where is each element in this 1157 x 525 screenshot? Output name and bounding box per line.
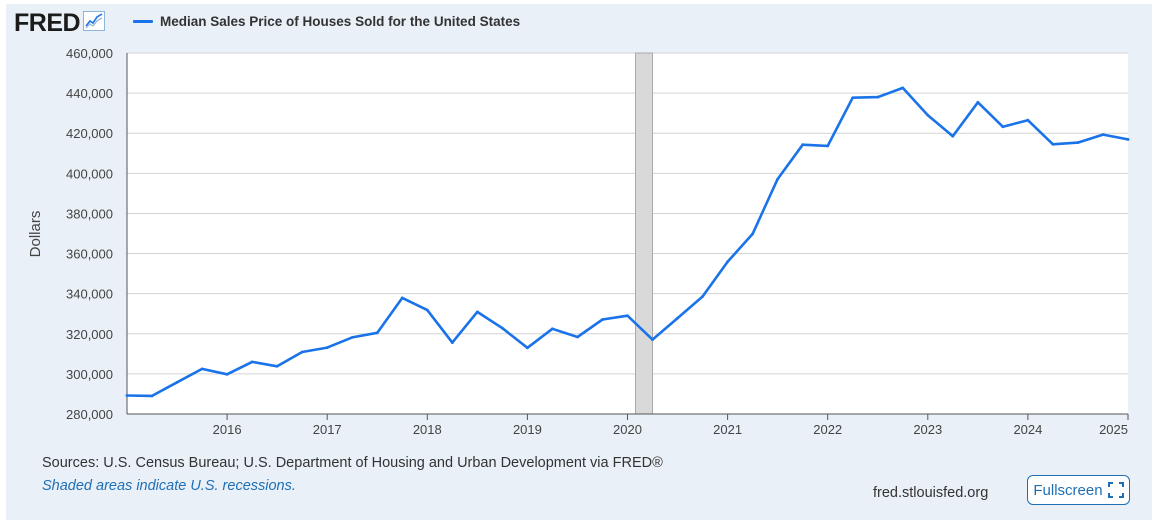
data-point <box>350 335 354 339</box>
data-point <box>300 350 304 354</box>
x-tick-label: 2025 <box>1099 422 1128 437</box>
data-point <box>275 364 279 368</box>
data-point <box>500 326 504 330</box>
legend-swatch <box>133 20 153 23</box>
data-point <box>701 295 704 298</box>
data-point <box>1001 125 1005 129</box>
y-tick-label: 360,000 <box>66 247 113 262</box>
y-tick-label: 300,000 <box>66 367 113 382</box>
x-tick-label: 2017 <box>313 422 342 437</box>
data-point <box>651 338 654 341</box>
data-point <box>626 314 629 318</box>
site-url[interactable]: fred.stlouisfed.org <box>873 485 989 501</box>
recession-shade <box>635 52 654 415</box>
y-tick-label: 460,000 <box>66 46 113 61</box>
x-tick-label: 2018 <box>413 422 442 437</box>
data-point <box>851 96 855 100</box>
data-point <box>1126 138 1130 141</box>
data-point <box>250 360 254 364</box>
sources-text: Sources: U.S. Census Bureau; U.S. Depart… <box>42 455 663 471</box>
data-point <box>776 177 780 181</box>
x-tick-label: 2019 <box>513 422 542 437</box>
data-point <box>125 394 129 397</box>
data-point <box>676 316 679 320</box>
data-point <box>751 232 755 236</box>
data-point <box>576 335 579 339</box>
data-point <box>400 296 404 300</box>
data-point <box>601 318 604 321</box>
legend-series-label: Median Sales Price of Houses Sold for th… <box>160 14 521 29</box>
y-axis-label: Dollars <box>27 211 44 258</box>
fullscreen-button[interactable]: Fullscreen <box>1027 475 1130 505</box>
y-tick-label: 400,000 <box>66 166 113 181</box>
x-tick-label: 2022 <box>813 422 842 437</box>
data-point <box>425 308 429 312</box>
line-graph-icon <box>83 11 106 36</box>
y-tick-label: 280,000 <box>66 407 113 422</box>
y-tick-label: 340,000 <box>66 287 113 302</box>
x-tick-label: 2021 <box>713 422 742 437</box>
data-point <box>150 394 154 398</box>
data-point <box>1076 141 1080 145</box>
data-point <box>450 341 454 345</box>
data-point <box>551 327 554 331</box>
data-point <box>1101 133 1105 137</box>
fred-logo[interactable]: FRED <box>14 9 106 38</box>
data-point <box>1051 142 1055 146</box>
data-point <box>526 346 529 350</box>
data-point <box>876 95 880 99</box>
x-tick-label: 2023 <box>913 422 942 437</box>
data-point <box>375 331 379 335</box>
y-tick-label: 440,000 <box>66 86 113 101</box>
plot-area <box>127 53 1128 414</box>
data-point <box>901 86 905 90</box>
x-tick-label: 2024 <box>1013 422 1042 437</box>
data-point <box>951 134 955 138</box>
data-point <box>1026 118 1030 122</box>
x-tick-label: 2020 <box>613 422 642 437</box>
chart-legend: Median Sales Price of Houses Sold for th… <box>133 14 520 29</box>
data-point <box>200 367 204 371</box>
y-tick-label: 320,000 <box>66 327 113 342</box>
data-point <box>325 346 329 350</box>
fullscreen-icon <box>1107 482 1124 498</box>
fred-logo-text: FRED <box>14 9 81 37</box>
y-tick-label: 420,000 <box>66 126 113 141</box>
x-tick-label: 2016 <box>213 422 242 437</box>
data-point <box>801 143 805 147</box>
recession-note: Shaded areas indicate U.S. recessions. <box>42 478 296 494</box>
fullscreen-label: Fullscreen <box>1033 481 1103 499</box>
data-point <box>726 260 729 264</box>
data-point <box>175 380 179 384</box>
data-point <box>826 144 830 148</box>
y-tick-label: 380,000 <box>66 206 113 221</box>
data-point <box>926 113 930 117</box>
data-point <box>475 310 479 314</box>
data-point <box>225 372 229 376</box>
data-point <box>976 100 980 104</box>
